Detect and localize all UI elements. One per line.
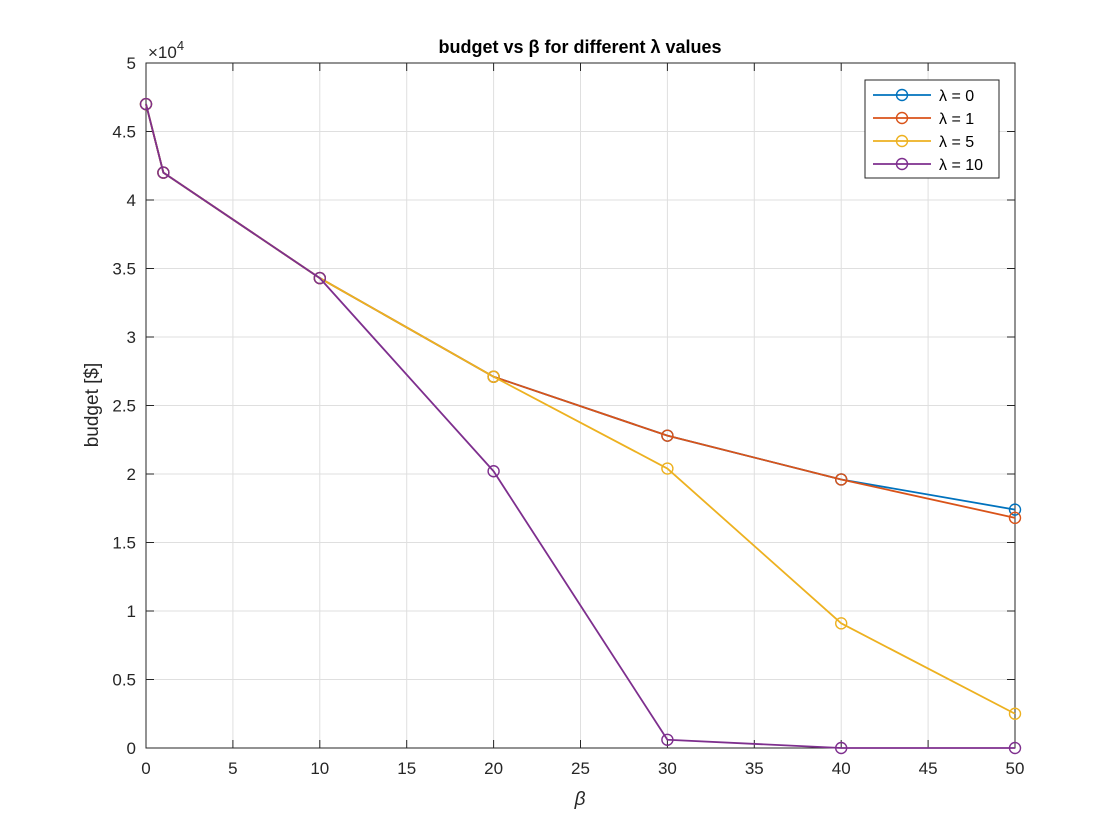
- x-tick-label: 20: [484, 759, 503, 778]
- legend-marker: [895, 111, 909, 125]
- legend-item: λ = 0: [873, 88, 974, 105]
- y-tick-label: 4: [127, 191, 136, 210]
- legend-marker: [895, 88, 909, 102]
- y-tick-label: 4.5: [112, 123, 136, 142]
- y-tick-label: 2: [127, 465, 136, 484]
- x-tick-label: 35: [745, 759, 764, 778]
- x-tick-label: 0: [141, 759, 150, 778]
- data-point: [157, 166, 170, 179]
- data-point: [661, 733, 674, 746]
- series-group: [139, 97, 1022, 755]
- series-3: [139, 97, 1022, 755]
- legend-box: [864, 79, 1000, 179]
- legend-label: λ = 5: [939, 134, 974, 151]
- y-tick-label: 3.5: [112, 260, 136, 279]
- y-tick-label: 3: [127, 328, 136, 347]
- data-point: [487, 465, 500, 478]
- data-point: [1008, 511, 1022, 525]
- data-point: [1008, 503, 1022, 516]
- y-tick-label: 5: [127, 54, 136, 73]
- y-exponent-label: ×104: [148, 38, 184, 62]
- y-tick-label: 0.5: [112, 671, 136, 690]
- legend-label: λ = 1: [939, 111, 974, 128]
- chart-title: budget vs β for different λ values: [438, 37, 721, 57]
- legend-item: λ = 5: [873, 134, 974, 151]
- data-point: [139, 97, 153, 111]
- data-point: [835, 741, 848, 755]
- axes: [145, 62, 1016, 749]
- x-tick-label: 30: [658, 759, 677, 778]
- data-point: [661, 462, 674, 475]
- x-tick-label: 25: [571, 759, 590, 778]
- y-exponent-power: 4: [177, 38, 184, 53]
- legend-item: λ = 10: [873, 157, 983, 174]
- data-point: [835, 617, 848, 630]
- data-point: [1008, 707, 1022, 720]
- data-point: [661, 429, 674, 442]
- y-tick-label: 0: [127, 739, 136, 758]
- y-tick-label: 2.5: [112, 397, 136, 416]
- legend-label: λ = 0: [939, 88, 974, 105]
- data-point: [487, 370, 500, 383]
- x-tick-label: 10: [310, 759, 329, 778]
- data-point: [1008, 741, 1022, 755]
- x-tick-label: 5: [228, 759, 237, 778]
- x-tick-label: 40: [832, 759, 851, 778]
- y-tick-label: 1: [127, 602, 136, 621]
- data-point: [313, 271, 326, 285]
- y-axis-label: budget [$]: [82, 363, 103, 448]
- y-tick-label: 1.5: [112, 534, 136, 553]
- x-tick-label: 45: [919, 759, 938, 778]
- series-line: [145, 103, 1015, 749]
- legend-item: λ = 1: [873, 111, 974, 128]
- data-point: [835, 473, 848, 486]
- x-tick-label: 15: [397, 759, 416, 778]
- legend-marker: [895, 157, 909, 171]
- legend-label: λ = 10: [939, 157, 983, 174]
- x-tick-label: 50: [1006, 759, 1025, 778]
- legend-marker: [895, 134, 909, 148]
- legend: λ = 0 λ = 1 λ = 5 λ = 10: [864, 79, 1000, 179]
- tick-labels: 0 5 10 15 20 25 30 35 40 45 50 0 0.5 1 1.5 2 2.5 3 3.5 4 4.5…: [112, 54, 1024, 778]
- x-axis-label: β: [574, 789, 586, 810]
